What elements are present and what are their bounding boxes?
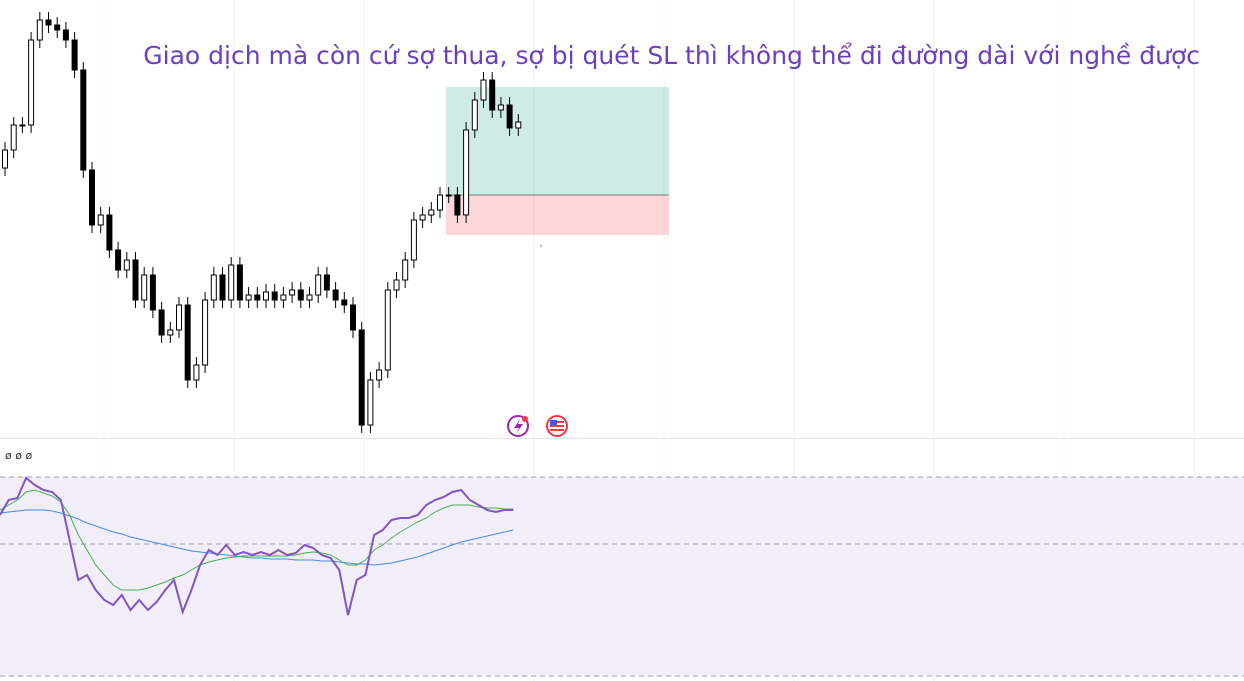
candle-body xyxy=(332,289,339,301)
candle-body xyxy=(419,214,426,221)
candle-body xyxy=(167,329,174,336)
candle-body xyxy=(245,294,252,301)
candle-body xyxy=(80,69,87,171)
stop-loss-zone xyxy=(446,195,669,235)
candle-body xyxy=(97,214,104,226)
candle-body xyxy=(54,24,61,31)
candle-body xyxy=(36,19,43,41)
candle-body xyxy=(219,274,226,301)
candle-body xyxy=(236,264,243,301)
indicator-line xyxy=(0,476,514,616)
candle-body xyxy=(489,79,496,111)
candle-body xyxy=(263,291,269,301)
candle-body xyxy=(306,294,313,301)
candle-body xyxy=(71,39,78,71)
candle-body xyxy=(350,304,356,331)
candle-body xyxy=(393,279,400,291)
indicator-label: ø ø ø xyxy=(5,449,32,462)
candle-body xyxy=(193,364,200,381)
candle-body xyxy=(202,299,209,366)
candle-body xyxy=(367,379,374,426)
candle-body xyxy=(323,274,330,291)
candle-body xyxy=(45,19,52,26)
candle-body xyxy=(123,259,130,271)
indicator-line xyxy=(0,489,514,591)
candle-body xyxy=(2,149,8,169)
candle-body xyxy=(515,121,522,129)
candle-body xyxy=(463,129,470,216)
annotation: Giao dịch mà còn cứ sợ thua, sợ bị quét … xyxy=(143,41,1200,70)
take-profit-zone xyxy=(446,87,669,195)
event-icon[interactable] xyxy=(507,415,529,437)
candle-body xyxy=(89,169,95,226)
candle-body xyxy=(62,29,69,41)
candle-body xyxy=(384,289,391,371)
candle-body xyxy=(315,274,322,296)
candle-body xyxy=(176,304,182,331)
candle-body xyxy=(28,39,35,126)
indicator-band xyxy=(0,477,1244,676)
candle-body xyxy=(210,274,217,301)
candle-body xyxy=(141,274,148,301)
candle-body xyxy=(10,124,17,151)
candle-body xyxy=(471,99,478,131)
candle-body xyxy=(149,274,156,311)
flag-icon[interactable] xyxy=(546,415,568,437)
candle-body xyxy=(158,309,165,336)
grid xyxy=(103,0,1195,681)
candle-body xyxy=(297,289,304,301)
candle-body xyxy=(402,259,409,281)
candle-body xyxy=(376,369,383,381)
candle-body xyxy=(358,329,365,426)
candle-body xyxy=(497,104,504,111)
candle-body xyxy=(480,79,487,101)
dot xyxy=(540,245,542,247)
candle-body xyxy=(132,259,139,301)
candle-body xyxy=(341,299,348,306)
candle-body xyxy=(184,304,191,381)
indicator-line xyxy=(0,509,514,566)
candle-body xyxy=(106,214,113,251)
candle-body xyxy=(228,264,235,301)
candle-body xyxy=(428,209,435,216)
candle-body xyxy=(115,249,122,271)
candle-body xyxy=(454,194,461,216)
candle-body xyxy=(280,294,287,301)
candle-body xyxy=(19,124,26,127)
candle-body xyxy=(506,104,513,129)
candle-body xyxy=(254,294,261,301)
candle-body xyxy=(289,289,296,296)
candle-body xyxy=(437,194,443,211)
candle-body xyxy=(410,219,417,261)
candle-body xyxy=(445,194,452,197)
candle-body xyxy=(271,291,278,301)
